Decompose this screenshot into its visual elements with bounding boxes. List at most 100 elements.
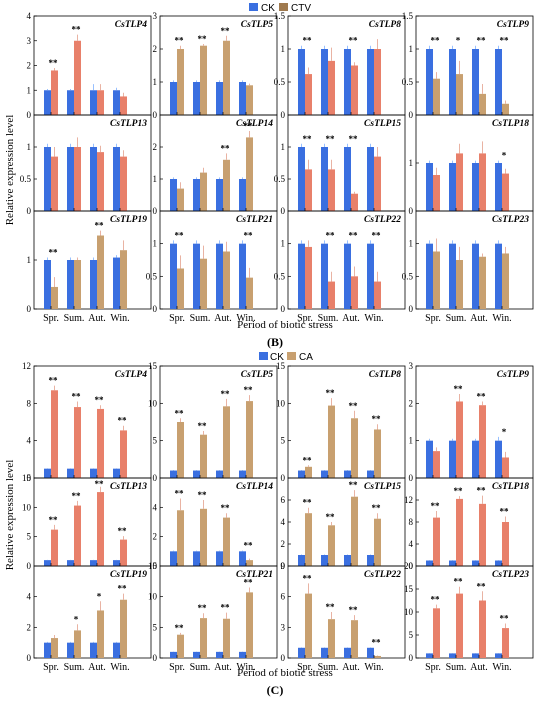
bar-treatment bbox=[177, 510, 184, 566]
significance-mark: * bbox=[502, 427, 507, 437]
subplot-cstlp15: 0 0.5 1 CsTLP15 ** ** ** bbox=[274, 114, 406, 216]
bar-ck bbox=[449, 560, 456, 566]
bar-ck bbox=[321, 243, 328, 309]
bar-ck bbox=[426, 440, 433, 478]
bar-ck bbox=[495, 243, 502, 309]
y-tick-label: 0 bbox=[153, 206, 158, 216]
bar-treatment bbox=[328, 60, 335, 115]
significance-mark: ** bbox=[221, 26, 231, 36]
significance-mark: ** bbox=[244, 121, 254, 131]
y-tick-label: 0 bbox=[409, 561, 414, 571]
y-tick-label: 8 bbox=[409, 517, 414, 527]
x-tick-label: Win. bbox=[110, 313, 129, 324]
bar-ck bbox=[344, 647, 351, 658]
bar-treatment bbox=[223, 40, 230, 115]
legend-ca-label: CA bbox=[299, 352, 313, 363]
x-tick-label: Spr. bbox=[169, 313, 185, 324]
x-tick-label: Sum. bbox=[64, 313, 85, 324]
bar-ck bbox=[239, 551, 246, 566]
bar-ck bbox=[67, 468, 74, 478]
subplot-cstlp22: 0 0.5 1 CsTLP22 Spr. ** Sum. ** Aut. ** Win. bbox=[274, 210, 406, 324]
bar-ck bbox=[449, 653, 456, 658]
bar-ck bbox=[367, 49, 374, 115]
y-tick-label: 0.5 bbox=[274, 174, 286, 184]
bar-ck bbox=[193, 651, 200, 658]
y-tick-label: 6 bbox=[281, 495, 286, 505]
y-axis-label-b: Relative expression level bbox=[4, 115, 16, 226]
y-tick-label: 0 bbox=[281, 653, 286, 663]
y-tick-label: 15 bbox=[276, 361, 286, 371]
bar-treatment bbox=[502, 457, 509, 478]
y-tick-label: 0 bbox=[281, 304, 286, 314]
y-tick-label: 9 bbox=[281, 561, 286, 571]
bar-ck bbox=[170, 82, 177, 115]
y-tick-label: 0.5 bbox=[402, 77, 414, 87]
bar-treatment bbox=[328, 169, 335, 211]
x-tick-label: Aut. bbox=[342, 662, 360, 673]
bar-treatment bbox=[374, 655, 381, 658]
y-tick-label: 1 bbox=[281, 44, 286, 54]
significance-mark: ** bbox=[431, 595, 441, 605]
bar-ck bbox=[472, 440, 479, 478]
subplot-cstlp5: 0 5 10 15 CsTLP5 ** ** ** ** bbox=[148, 361, 278, 483]
bar-treatment bbox=[433, 608, 440, 658]
bar-ck bbox=[495, 49, 502, 115]
y-tick-label: 0 bbox=[281, 473, 286, 483]
significance-mark: ** bbox=[95, 221, 105, 231]
significance-mark: ** bbox=[49, 515, 59, 525]
y-tick-label: 0 bbox=[27, 206, 32, 216]
x-tick-label: Aut. bbox=[342, 313, 360, 324]
legend-ck-label: CK bbox=[270, 352, 284, 363]
bar-ck bbox=[90, 90, 97, 115]
significance-mark: ** bbox=[49, 376, 59, 386]
bar-treatment bbox=[374, 518, 381, 566]
bar-ck bbox=[449, 49, 456, 115]
bar-ck bbox=[44, 642, 51, 658]
bar-treatment bbox=[246, 401, 253, 478]
y-tick-label: 10 bbox=[22, 502, 32, 512]
y-tick-label: 1 bbox=[153, 77, 158, 87]
bar-ck bbox=[321, 470, 328, 478]
significance-mark: ** bbox=[221, 143, 231, 153]
y-tick-label: 0.5 bbox=[146, 271, 158, 281]
significance-mark: ** bbox=[118, 526, 128, 536]
legend-c: CK CA bbox=[259, 352, 313, 363]
x-tick-label: Win. bbox=[236, 662, 255, 673]
bar-ck bbox=[449, 243, 456, 309]
y-tick-label: 0 bbox=[27, 561, 32, 571]
y-tick-label: 3 bbox=[153, 11, 158, 21]
bar-treatment bbox=[246, 137, 253, 211]
bar-treatment bbox=[456, 153, 463, 211]
bar-treatment bbox=[200, 508, 207, 566]
bar-treatment bbox=[177, 268, 184, 309]
bar-treatment bbox=[433, 175, 440, 211]
bar-ck bbox=[472, 163, 479, 211]
significance-mark: * bbox=[456, 36, 461, 46]
bar-ck bbox=[44, 147, 51, 211]
bar-treatment bbox=[351, 193, 358, 211]
significance-mark: ** bbox=[349, 480, 359, 490]
bar-ck bbox=[67, 642, 74, 658]
significance-mark: ** bbox=[303, 573, 313, 583]
bar-ck bbox=[216, 470, 223, 478]
significance-mark: ** bbox=[198, 603, 208, 613]
y-tick-label: 0 bbox=[409, 206, 414, 216]
x-tick-label: Sum. bbox=[190, 662, 211, 673]
x-tick-label: Win. bbox=[364, 662, 383, 673]
significance-mark: ** bbox=[477, 581, 487, 591]
bar-ck bbox=[216, 243, 223, 309]
bar-ck bbox=[344, 243, 351, 309]
bar-ck bbox=[344, 49, 351, 115]
bar-treatment bbox=[177, 49, 184, 115]
bar-treatment bbox=[305, 593, 312, 658]
panel-label-b: (B) bbox=[267, 335, 283, 349]
subplot-cstlp23: 0 5 10 15 20 CsTLP23 ** Spr. ** Sum. ** Aut. ** Win. bbox=[404, 561, 534, 673]
bar-ck bbox=[298, 243, 305, 309]
subplot-title: CsTLP13 bbox=[110, 119, 147, 129]
bar-treatment bbox=[51, 638, 58, 658]
bar-ck bbox=[193, 470, 200, 478]
subplot-title: CsTLP18 bbox=[492, 119, 529, 129]
x-tick-label: Sum. bbox=[318, 662, 339, 673]
bar-ck bbox=[495, 440, 502, 478]
